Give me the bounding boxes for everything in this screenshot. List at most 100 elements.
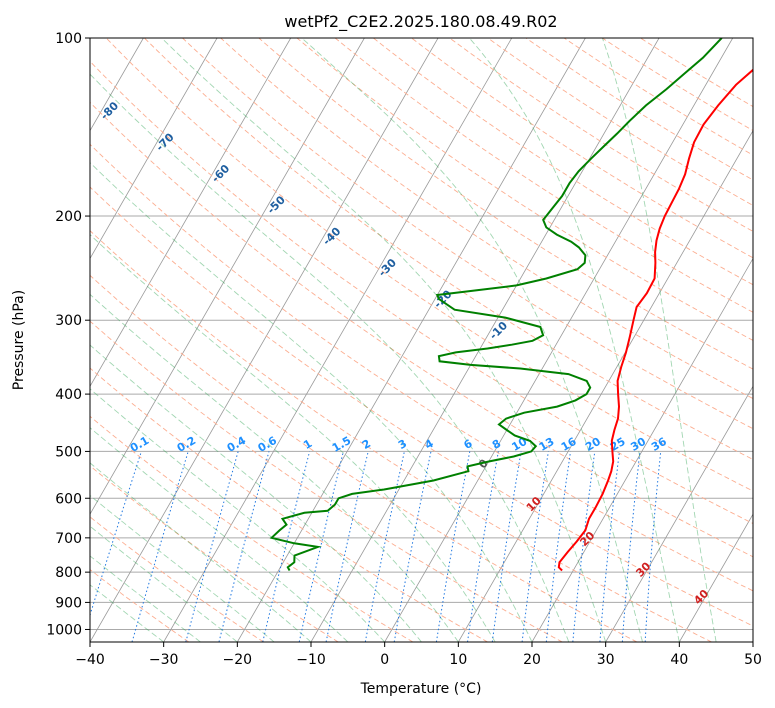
mixing-ratio-line xyxy=(467,451,499,642)
x-tick-label: 40 xyxy=(670,652,688,668)
dry-adiabat-line xyxy=(90,186,753,627)
x-tick-label: −20 xyxy=(223,652,253,668)
dry-adiabat-line xyxy=(296,38,753,341)
dry-adiabat-line xyxy=(90,516,264,642)
series-layer xyxy=(269,38,753,572)
plot-frame xyxy=(89,37,754,643)
dry-adiabat-line xyxy=(90,465,339,642)
moist-adiabat-line xyxy=(90,555,201,642)
moist-adiabat-label: 40 xyxy=(691,587,711,607)
dry-adiabat-line xyxy=(90,569,190,642)
mixing-ratio-label: 4 xyxy=(423,437,436,452)
mixing-ratio-line xyxy=(599,451,620,642)
mixing-ratio-label: 6 xyxy=(462,437,475,452)
dry-adiabat-line xyxy=(90,101,753,558)
moist-adiabat-line xyxy=(301,38,643,642)
mixing-ratio-line xyxy=(325,451,369,642)
moist-adiabat-line xyxy=(90,233,496,642)
isotherm-line xyxy=(531,257,753,642)
isotherm-line xyxy=(236,38,586,642)
dry-adiabat-line xyxy=(258,38,753,370)
moist-adiabat-label: 20 xyxy=(577,529,597,549)
dry-adiabat-line xyxy=(373,38,753,286)
dry-adiabat-line xyxy=(90,230,712,642)
grid-layer xyxy=(90,38,753,642)
isotherm-line xyxy=(163,38,513,642)
x-tick-label: −40 xyxy=(75,652,105,668)
moist-adiabat-line xyxy=(90,161,533,642)
isotherm-line xyxy=(384,38,734,642)
dry-adiabat-label: -40 xyxy=(320,225,343,248)
dry-adiabat-label: -50 xyxy=(265,193,288,216)
mixing-ratio-line xyxy=(545,451,571,642)
y-tick-label: 300 xyxy=(55,313,82,329)
mixing-ratio-line xyxy=(298,451,344,642)
x-tick-label: 30 xyxy=(597,652,615,668)
dry-adiabat-line xyxy=(182,38,753,430)
moist-adiabat-line xyxy=(161,38,607,642)
y-tick-label: 600 xyxy=(55,491,82,507)
x-tick-label: 50 xyxy=(744,652,762,668)
dry-adiabat-line xyxy=(105,38,753,492)
isotherm-line xyxy=(90,38,365,515)
y-tick-label: 700 xyxy=(55,531,82,547)
y-tick-label: 200 xyxy=(55,209,82,225)
x-tick-label: 20 xyxy=(523,652,541,668)
dry-adiabat-line xyxy=(90,143,753,592)
mixing-ratio-line xyxy=(521,451,549,642)
x-tick-label: 0 xyxy=(380,652,389,668)
y-axis-label: Pressure (hPa) xyxy=(11,290,27,390)
moist-adiabat-line xyxy=(90,525,238,642)
dry-adiabat-line xyxy=(90,274,638,642)
chart-title: wetPf2_C2E2.2025.180.08.49.R02 xyxy=(284,12,557,32)
isotherm-line xyxy=(752,641,753,642)
moist-adiabat-line xyxy=(90,427,349,642)
temperature-line xyxy=(557,68,753,572)
moist-adiabat-line xyxy=(90,494,275,642)
moist-adiabat-line xyxy=(90,462,312,642)
dry-adiabat-line xyxy=(90,60,753,524)
mixing-ratio-line xyxy=(131,451,189,642)
background-lines xyxy=(90,38,753,642)
dry-adiabat-label: -60 xyxy=(209,162,232,185)
dry-adiabat-line xyxy=(411,38,753,259)
mixing-ratio-line xyxy=(644,451,662,642)
dry-adiabat-line xyxy=(90,367,488,642)
moist-adiabat-label: 10 xyxy=(524,494,544,514)
mixing-ratio-line xyxy=(364,451,405,642)
moist-adiabat-line xyxy=(90,73,570,642)
moist-adiabat-line xyxy=(90,344,422,642)
y-tick-label: 400 xyxy=(55,387,82,403)
mixing-ratio-line xyxy=(185,451,239,642)
dry-adiabat-line xyxy=(525,38,753,181)
moist-adiabat-line xyxy=(90,293,459,642)
y-tick-label: 1000 xyxy=(46,622,82,638)
dry-adiabat-label: -10 xyxy=(487,319,510,342)
mixing-ratio-line xyxy=(218,451,270,642)
dry-adiabat-label: -100 xyxy=(0,33,13,62)
x-axis-label: Temperature (°C) xyxy=(360,681,482,697)
moist-adiabat-line xyxy=(601,38,717,642)
x-tick-label: 10 xyxy=(449,652,467,668)
isotherm-line xyxy=(90,38,218,260)
dewpoint-line xyxy=(269,38,723,571)
mixing-ratio-line xyxy=(90,451,142,617)
mixing-ratio-line xyxy=(491,451,522,642)
dry-adiabat-label: -70 xyxy=(153,130,176,153)
mixing-ratio-line xyxy=(262,451,311,642)
y-tick-label: 100 xyxy=(55,31,82,47)
dry-adiabat-label: -30 xyxy=(376,256,399,279)
moist-adiabat-line xyxy=(469,38,680,642)
isotherm-line xyxy=(457,129,753,642)
moist-adiabat-label: 30 xyxy=(633,559,653,579)
y-tick-label: 500 xyxy=(55,444,82,460)
dry-adiabat-line xyxy=(90,320,563,642)
x-tick-label: −30 xyxy=(149,652,179,668)
y-tick-label: 800 xyxy=(55,565,82,581)
isotherm-line xyxy=(605,385,753,642)
mixing-ratio-line xyxy=(572,451,596,642)
isotherm-line xyxy=(90,38,439,642)
dry-adiabat-line xyxy=(220,38,753,400)
